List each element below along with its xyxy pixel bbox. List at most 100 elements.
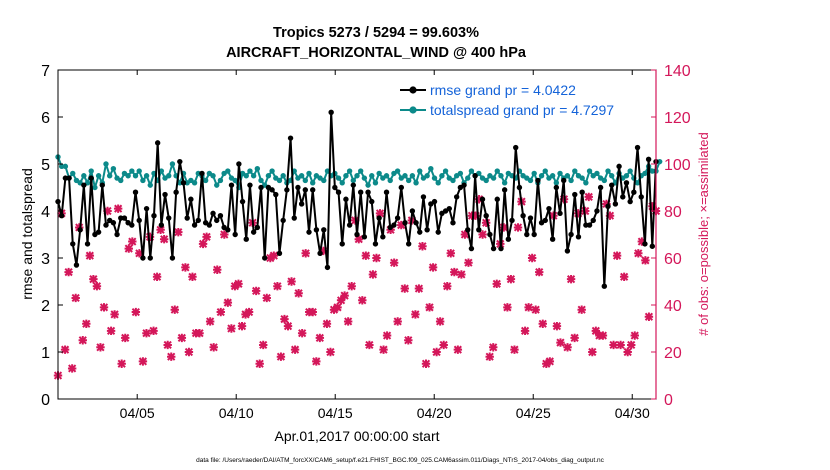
totalspread-point <box>572 168 578 174</box>
obs-marker <box>506 274 516 284</box>
obs-marker <box>510 345 519 354</box>
rmse-point <box>217 213 224 219</box>
totalspread-point <box>579 175 585 181</box>
rmse-point <box>136 217 142 224</box>
left-tick-label: 6 <box>41 110 50 127</box>
obs-marker <box>439 340 448 350</box>
totalspread-point <box>627 168 633 174</box>
rmse-point <box>118 215 124 221</box>
obs-marker <box>223 298 233 307</box>
obs-marker <box>297 329 307 338</box>
rmse-point <box>262 255 268 261</box>
totalspread-point <box>191 180 198 186</box>
right-y-axis: 0 20 40 60 80 100 120 140 <box>651 63 691 409</box>
obs-marker <box>209 343 218 352</box>
rmse-point <box>280 217 286 224</box>
totalspread-point <box>361 175 368 181</box>
rmse-point <box>627 198 633 205</box>
obs-marker <box>474 195 484 204</box>
rmse-point <box>188 196 194 202</box>
rmse-point <box>210 210 216 217</box>
y-axis-label-right: # of obs: o=possible; ×=assimilated <box>696 132 711 335</box>
left-tick-label: 4 <box>41 204 50 221</box>
rmse-point <box>328 109 334 116</box>
obs-marker <box>588 347 597 357</box>
obs-marker <box>128 237 137 246</box>
obs-marker <box>400 284 409 293</box>
totalspread-series <box>55 154 663 191</box>
totalspread-point <box>586 168 593 174</box>
obs-marker <box>99 303 109 312</box>
obs-marker <box>634 249 643 258</box>
obs-marker <box>142 329 151 338</box>
totalspread-point <box>501 180 508 186</box>
obs-marker <box>287 277 296 286</box>
right-tick-label: 40 <box>664 298 682 315</box>
obs-marker <box>159 235 169 244</box>
totalspread-point <box>232 177 238 184</box>
totalspread-point <box>365 182 371 188</box>
totalspread-point <box>538 173 545 179</box>
totalspread-point <box>225 168 231 174</box>
rmse-point <box>173 189 179 195</box>
totalspread-point <box>247 168 253 174</box>
totalspread-point <box>169 161 176 167</box>
obs-marker <box>216 307 225 317</box>
rmse-point <box>616 163 622 170</box>
rmse-point <box>609 182 615 188</box>
rmse-point <box>129 222 135 228</box>
rmse-point <box>58 213 65 219</box>
obs-marker <box>227 324 236 333</box>
rmse-point <box>435 229 441 235</box>
obs-marker <box>124 244 133 253</box>
left-tick-label: 2 <box>41 298 50 315</box>
obs-marker <box>138 357 148 366</box>
totalspread-point <box>542 168 548 174</box>
totalspread-point <box>376 170 382 177</box>
rmse-point <box>369 198 375 205</box>
obs-marker <box>312 357 321 366</box>
obs-marker <box>283 321 293 331</box>
rmse-point <box>70 241 76 247</box>
totalspread-point <box>269 168 275 174</box>
totalspread-point <box>335 175 342 181</box>
obs-marker <box>616 340 625 350</box>
rmse-point <box>332 184 338 191</box>
totalspread-point <box>158 168 165 174</box>
totalspread-point <box>110 166 117 172</box>
rmse-point <box>88 175 94 181</box>
obs-marker <box>513 223 523 232</box>
obs-marker <box>644 312 654 321</box>
totalspread-point <box>417 168 423 174</box>
totalspread-point <box>254 166 261 172</box>
totalspread-point <box>202 177 209 184</box>
totalspread-point <box>350 177 357 184</box>
rmse-point <box>321 227 327 233</box>
rmse-point <box>195 217 201 224</box>
rmse-point <box>498 245 504 252</box>
rmse-point <box>494 196 500 202</box>
totalspread-point <box>346 168 353 174</box>
obs-marker <box>145 232 155 242</box>
rmse-point <box>357 189 364 195</box>
rmse-point <box>402 220 408 226</box>
obs-marker <box>414 284 424 293</box>
rmse-point <box>568 231 574 238</box>
obs-marker <box>365 340 374 350</box>
rmse-point <box>513 144 519 151</box>
obs-marker <box>333 303 342 312</box>
obs-marker <box>167 352 176 361</box>
obs-marker <box>202 232 211 242</box>
obs-marker <box>170 305 179 314</box>
obs-marker <box>524 303 533 312</box>
totalspread-point <box>609 173 615 179</box>
totalspread-point <box>143 173 150 179</box>
obs-marker <box>220 230 229 239</box>
right-tick-label: 100 <box>664 157 691 174</box>
rmse-point <box>586 222 593 228</box>
right-tick-label: 0 <box>664 392 673 409</box>
obs-marker <box>290 345 300 354</box>
rmse-point <box>73 262 80 268</box>
obs-marker <box>492 279 501 289</box>
rmse-point <box>62 175 69 181</box>
